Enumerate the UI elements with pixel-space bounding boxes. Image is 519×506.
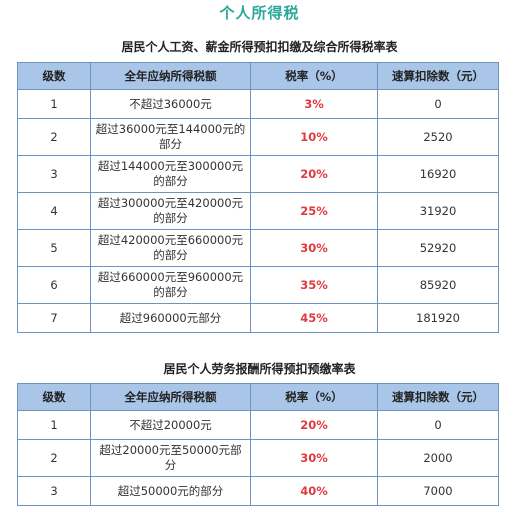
header-level: 级数 xyxy=(17,62,91,90)
bracket-cell: 超过20000元至50000元部分 xyxy=(90,439,251,477)
header-rate: 税率（%） xyxy=(250,383,378,411)
rate-cell: 3% xyxy=(250,89,378,119)
level-cell: 3 xyxy=(17,155,91,193)
deduction-cell: 16920 xyxy=(377,155,499,193)
table-row: 5 超过420000元至660000元的部分 30% 52920 xyxy=(17,229,499,267)
rate-cell: 30% xyxy=(250,439,378,477)
level-cell: 6 xyxy=(17,266,91,304)
rate-cell: 40% xyxy=(250,476,378,506)
deduction-cell: 181920 xyxy=(377,303,499,333)
header-level: 级数 xyxy=(17,383,91,411)
rate-cell: 20% xyxy=(250,410,378,440)
deduction-cell: 0 xyxy=(377,89,499,119)
table-row: 4 超过300000元至420000元的部分 25% 31920 xyxy=(17,192,499,230)
level-cell: 2 xyxy=(17,439,91,477)
rate-cell: 45% xyxy=(250,303,378,333)
level-cell: 4 xyxy=(17,192,91,230)
bracket-cell: 超过300000元至420000元的部分 xyxy=(90,192,251,230)
bracket-cell: 超过36000元至144000元的部分 xyxy=(90,118,251,156)
deduction-cell: 2520 xyxy=(377,118,499,156)
header-bracket: 全年应纳所得税额 xyxy=(90,383,251,411)
rate-cell: 10% xyxy=(250,118,378,156)
deduction-cell: 31920 xyxy=(377,192,499,230)
table-row: 3 超过144000元至300000元的部分 20% 16920 xyxy=(17,155,499,193)
table-row: 2 超过36000元至144000元的部分 10% 2520 xyxy=(17,118,499,156)
deduction-cell: 52920 xyxy=(377,229,499,267)
level-cell: 1 xyxy=(17,410,91,440)
table-row: 1 不超过36000元 3% 0 xyxy=(17,89,499,119)
bracket-cell: 不超过36000元 xyxy=(90,89,251,119)
page-title: 个人所得税 xyxy=(219,4,300,22)
table-row: 3 超过50000元的部分 40% 7000 xyxy=(17,476,499,506)
level-cell: 2 xyxy=(17,118,91,156)
table2-title: 居民个人劳务报酬所得预扣预缴率表 xyxy=(163,362,356,376)
level-cell: 7 xyxy=(17,303,91,333)
deduction-cell: 7000 xyxy=(377,476,499,506)
rate-cell: 20% xyxy=(250,155,378,193)
table1-title: 居民个人工资、薪金所得预扣扣缴及综合所得税率表 xyxy=(121,40,398,54)
rate-cell: 25% xyxy=(250,192,378,230)
table-row: 2 超过20000元至50000元部分 30% 2000 xyxy=(17,439,499,477)
bracket-cell: 超过960000元部分 xyxy=(90,303,251,333)
deduction-cell: 85920 xyxy=(377,266,499,304)
bracket-cell: 超过420000元至660000元的部分 xyxy=(90,229,251,267)
table-row: 7 超过960000元部分 45% 181920 xyxy=(17,303,499,333)
header-bracket: 全年应纳所得税额 xyxy=(90,62,251,90)
salary-tax-rate-table: 级数 全年应纳所得税额 税率（%） 速算扣除数（元） 1 不超过36000元 3… xyxy=(17,62,499,333)
rate-cell: 30% xyxy=(250,229,378,267)
bracket-cell: 超过144000元至300000元的部分 xyxy=(90,155,251,193)
table-header-row: 级数 全年应纳所得税额 税率（%） 速算扣除数（元） xyxy=(17,383,499,411)
level-cell: 3 xyxy=(17,476,91,506)
bracket-cell: 超过50000元的部分 xyxy=(90,476,251,506)
header-rate: 税率（%） xyxy=(250,62,378,90)
table-row: 1 不超过20000元 20% 0 xyxy=(17,410,499,440)
level-cell: 1 xyxy=(17,89,91,119)
rate-cell: 35% xyxy=(250,266,378,304)
header-deduction: 速算扣除数（元） xyxy=(377,62,499,90)
bracket-cell: 超过660000元至960000元的部分 xyxy=(90,266,251,304)
level-cell: 5 xyxy=(17,229,91,267)
table-header-row: 级数 全年应纳所得税额 税率（%） 速算扣除数（元） xyxy=(17,62,499,90)
table-row: 6 超过660000元至960000元的部分 35% 85920 xyxy=(17,266,499,304)
bracket-cell: 不超过20000元 xyxy=(90,410,251,440)
header-deduction: 速算扣除数（元） xyxy=(377,383,499,411)
labor-remuneration-rate-table: 级数 全年应纳所得税额 税率（%） 速算扣除数（元） 1 不超过20000元 2… xyxy=(17,383,499,506)
deduction-cell: 2000 xyxy=(377,439,499,477)
deduction-cell: 0 xyxy=(377,410,499,440)
